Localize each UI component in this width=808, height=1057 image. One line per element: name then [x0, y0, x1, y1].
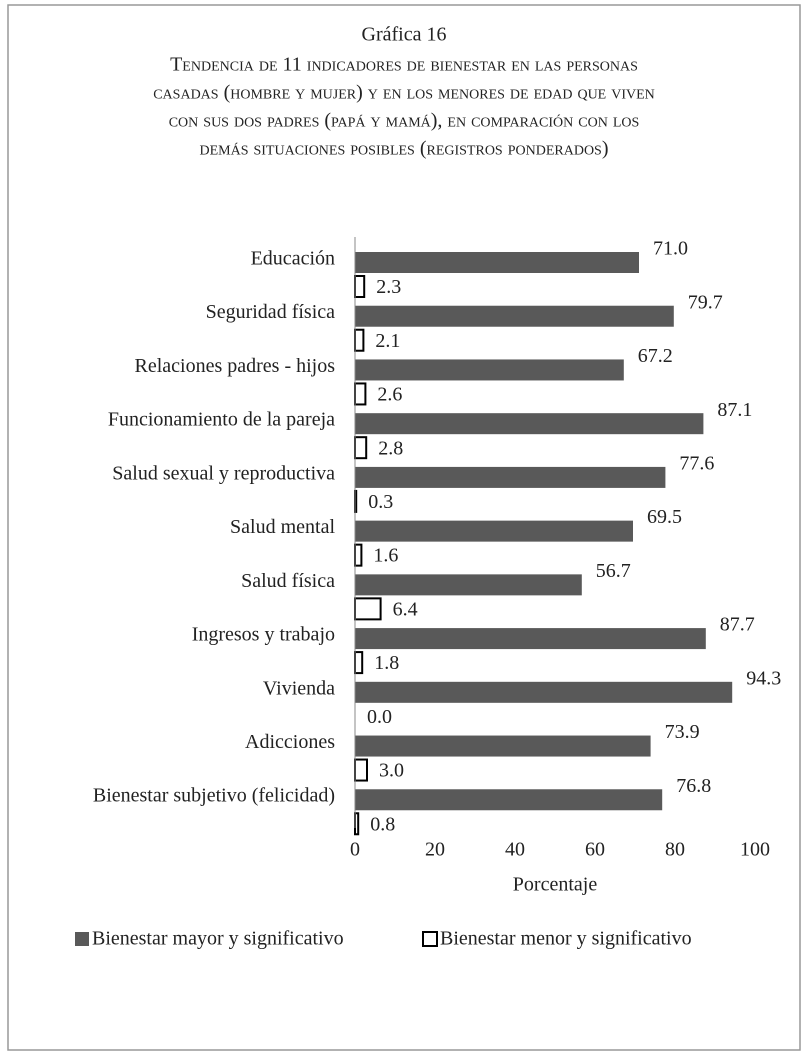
value-label: 67.2 [638, 345, 673, 367]
x-tick-label: 20 [425, 839, 445, 861]
y-tick-label: Salud mental [230, 516, 335, 538]
bar [354, 328, 365, 352]
bar [355, 466, 666, 488]
bar [354, 543, 363, 567]
bar [354, 758, 368, 782]
legend-swatch [422, 931, 438, 947]
chart-subtitle: casadas (hombre y mujer) y en los menore… [153, 82, 655, 104]
bar [354, 382, 367, 406]
x-axis-label: Porcentaje [513, 874, 598, 896]
bar [355, 359, 624, 381]
legend-swatch [75, 932, 89, 946]
chart-subtitle: demás situaciones posibles (registros po… [199, 138, 608, 160]
bar [354, 651, 364, 675]
value-label: 3.0 [379, 760, 404, 782]
legend-label: Bienestar mayor y significativo [92, 928, 344, 950]
bar [355, 789, 663, 811]
value-label: 56.7 [596, 560, 631, 582]
y-tick-label: Relaciones padres - hijos [135, 355, 336, 377]
bar [354, 436, 368, 460]
value-label: 69.5 [647, 506, 682, 528]
bar [355, 413, 704, 435]
bar [355, 520, 633, 542]
value-label: 2.6 [377, 384, 402, 406]
y-tick-label: Salud física [241, 570, 335, 592]
value-label: 6.4 [393, 598, 418, 620]
x-tick-label: 100 [740, 839, 770, 861]
y-tick-label: Salud sexual y reproductiva [112, 462, 335, 484]
y-tick-label: Educación [251, 247, 335, 269]
chart-title: Gráfica 16 [362, 24, 447, 46]
value-label: 2.3 [376, 276, 401, 298]
value-label: 79.7 [688, 291, 723, 313]
legend-label: Bienestar menor y significativo [440, 928, 692, 950]
bar [355, 628, 706, 650]
chart-subtitle: con sus dos padres (papá y mamá), en com… [169, 110, 640, 132]
value-label: 1.6 [373, 545, 398, 567]
chart-subtitle: Tendencia de 11 indicadores de bienestar… [170, 54, 638, 76]
value-label: 76.8 [676, 775, 711, 797]
bar [355, 681, 733, 703]
value-label: 87.1 [717, 399, 752, 421]
value-label: 77.6 [679, 453, 714, 475]
y-tick-label: Ingresos y trabajo [192, 624, 335, 646]
value-label: 0.8 [370, 813, 395, 835]
value-label: 73.9 [665, 721, 700, 743]
y-tick-label: Adicciones [245, 731, 335, 753]
x-tick-label: 0 [350, 839, 360, 861]
bar [354, 275, 366, 298]
bar [355, 305, 674, 327]
value-label: 1.8 [374, 652, 399, 674]
y-tick-label: Seguridad física [206, 301, 336, 323]
value-label: 71.0 [653, 238, 688, 260]
bar [355, 252, 639, 273]
value-label: 0.0 [367, 706, 392, 728]
bar [354, 597, 382, 621]
bar [355, 574, 582, 596]
y-tick-label: Vivienda [263, 677, 335, 699]
value-label: 2.8 [378, 437, 403, 459]
value-label: 2.1 [375, 330, 400, 352]
y-tick-label: Bienestar subjetivo (felicidad) [93, 785, 335, 807]
x-tick-label: 80 [665, 839, 685, 861]
bar [355, 735, 651, 757]
value-label: 94.3 [746, 667, 781, 689]
x-tick-label: 60 [585, 839, 605, 861]
x-tick-label: 40 [505, 839, 525, 861]
value-label: 87.7 [720, 614, 755, 636]
y-tick-label: Funcionamiento de la pareja [108, 409, 335, 431]
value-label: 0.3 [368, 491, 393, 513]
